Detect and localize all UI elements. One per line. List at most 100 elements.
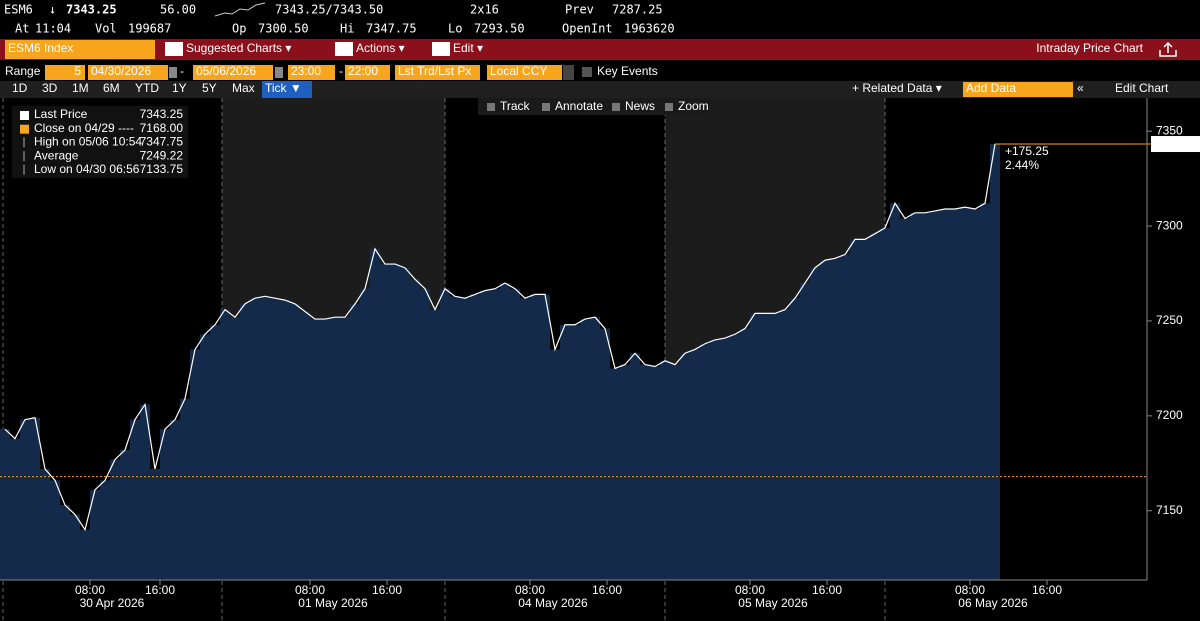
area-bar	[760, 313, 770, 580]
period-button[interactable]: 6M	[103, 81, 120, 95]
tool-icon[interactable]	[665, 103, 673, 111]
area-bar	[200, 334, 210, 580]
chart-tool[interactable]: Annotate	[555, 99, 603, 113]
menu[interactable]: Suggested Charts ▾	[186, 41, 291, 55]
stat-value: 7300.50	[258, 22, 309, 36]
area-bar	[800, 283, 810, 580]
dropdown[interactable]	[563, 65, 574, 80]
area-bar	[660, 360, 670, 580]
tool-icon[interactable]	[487, 103, 495, 111]
stat-label: Lo	[448, 22, 462, 36]
last-price: 7343.25	[66, 3, 117, 17]
legend-value: 7347.75	[140, 135, 184, 149]
area-bar	[810, 267, 820, 580]
y-tick-label: 7150	[1156, 503, 1183, 517]
export-icon[interactable]	[1159, 41, 1177, 57]
area-bar	[70, 514, 80, 580]
area-bar	[250, 298, 260, 580]
calendar-icon[interactable]	[275, 67, 283, 78]
related-data[interactable]: + Related Data ▾	[852, 81, 942, 95]
collapse[interactable]: «	[1077, 81, 1084, 95]
area-bar	[430, 309, 440, 580]
area-bar	[130, 419, 140, 580]
area-bar	[870, 233, 880, 581]
period-button[interactable]: 3D	[42, 81, 58, 95]
period-button[interactable]: Tick ▼	[265, 81, 302, 95]
stat-value: 7293.50	[474, 22, 525, 36]
add-data[interactable]: Add Data	[966, 81, 1016, 95]
area-bar	[690, 349, 700, 580]
y-tick-label: 7300	[1156, 218, 1183, 232]
menu[interactable]: Edit ▾	[453, 41, 483, 55]
range-field[interactable]	[487, 65, 562, 80]
area-bar	[440, 288, 450, 580]
legend-name: Average	[34, 148, 79, 162]
period-button[interactable]: 5Y	[202, 81, 217, 95]
edit-chart[interactable]: Edit Chart	[1115, 81, 1169, 95]
security[interactable]: ESM6 Index	[8, 41, 73, 55]
period-button[interactable]: Max	[232, 81, 255, 95]
stat-value: 11:04	[35, 22, 71, 36]
stat-value: 1963620	[624, 22, 675, 36]
period-active	[262, 81, 312, 98]
checkbox[interactable]	[582, 67, 592, 77]
area-bar	[610, 368, 620, 580]
x-tick-label: 08:00	[75, 583, 105, 597]
area-bar	[10, 438, 20, 580]
legend-value: 7249.22	[140, 148, 184, 162]
arrow: ↓	[49, 3, 56, 17]
tool-icon[interactable]	[542, 103, 550, 111]
area-bar	[330, 317, 340, 580]
chart-tool[interactable]: Zoom	[678, 99, 709, 113]
area-bar	[550, 349, 560, 580]
area-bar	[20, 419, 30, 580]
calendar-icon[interactable]	[169, 67, 177, 78]
area-bar	[90, 489, 100, 580]
legend-box	[12, 106, 188, 178]
range-value: 23:00	[291, 64, 321, 78]
period-button[interactable]: 1Y	[172, 81, 187, 95]
y-tick-label: 7200	[1156, 408, 1183, 422]
area-bar	[710, 339, 720, 580]
period-button[interactable]: 1D	[12, 81, 28, 95]
menu-num: 97)	[433, 41, 450, 55]
area-bar	[790, 298, 800, 580]
area-bar	[540, 294, 550, 580]
date-label: 30 Apr 2026	[80, 596, 145, 610]
legend-value: 7133.75	[140, 162, 184, 176]
period-button[interactable]: 1M	[72, 81, 89, 95]
x-tick-label: 08:00	[295, 583, 325, 597]
area-bar	[470, 294, 480, 580]
legend-value: 7343.25	[140, 107, 184, 121]
range-field[interactable]	[45, 65, 85, 80]
add-data-box[interactable]	[963, 82, 1073, 97]
area-bar	[600, 328, 610, 580]
tool-icon[interactable]	[612, 103, 620, 111]
period-button[interactable]: YTD	[135, 81, 159, 95]
x-tick-label: 08:00	[515, 583, 545, 597]
last-price-box	[1151, 136, 1200, 153]
chart-tool[interactable]: News	[625, 99, 655, 113]
prev-label: Prev	[565, 3, 594, 17]
area-bar	[950, 209, 960, 580]
range-field[interactable]	[193, 65, 273, 80]
date-label: 06 May 2026	[958, 596, 1028, 610]
area-bar	[160, 429, 170, 580]
chart-tool[interactable]: Track	[500, 99, 531, 113]
menu[interactable]: Actions ▾	[356, 41, 405, 55]
legend-name: Last Price	[34, 107, 88, 121]
range-field[interactable]	[395, 65, 480, 80]
area-bar	[770, 313, 780, 580]
stat-label: Hi	[340, 22, 354, 36]
range-field[interactable]	[345, 65, 390, 80]
range-value: 04/30/2026	[91, 64, 151, 78]
area-bar	[490, 288, 500, 580]
area-bar	[460, 298, 470, 580]
range-field[interactable]	[88, 65, 168, 80]
stat-label: Op	[232, 22, 246, 36]
range-field[interactable]	[288, 65, 335, 80]
area-bar	[410, 279, 420, 580]
last-price-tag: 7343.25	[1154, 137, 1198, 151]
area-bar	[580, 319, 590, 580]
